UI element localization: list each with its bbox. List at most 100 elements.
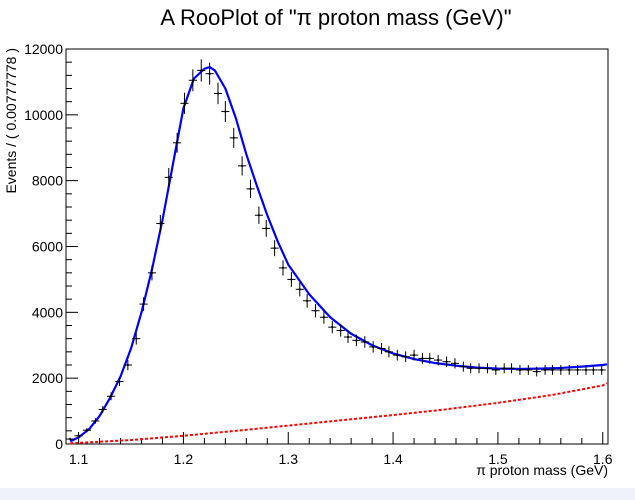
data-point bbox=[377, 342, 386, 355]
data-point bbox=[319, 310, 328, 324]
data-point-marker bbox=[77, 434, 80, 437]
data-point-marker bbox=[118, 380, 121, 383]
data-point-marker bbox=[568, 368, 571, 372]
data-point-marker bbox=[543, 368, 547, 372]
data-point bbox=[425, 353, 434, 364]
data-point bbox=[500, 363, 509, 374]
data-point-marker bbox=[396, 354, 399, 357]
data-point-marker bbox=[159, 222, 162, 225]
data-point-marker bbox=[191, 79, 194, 82]
data-point-marker bbox=[241, 164, 244, 167]
data-point-marker bbox=[592, 368, 595, 372]
data-point bbox=[393, 349, 402, 361]
data-point bbox=[295, 282, 304, 297]
data-point bbox=[246, 179, 255, 199]
y-tick-label: 8000 bbox=[32, 173, 63, 189]
data-point-marker bbox=[126, 363, 129, 367]
data-point bbox=[278, 260, 288, 276]
data-point bbox=[180, 92, 189, 114]
data-point-marker bbox=[322, 316, 325, 319]
data-point-marker bbox=[412, 354, 416, 357]
data-point-marker bbox=[216, 92, 220, 95]
data-point-marker bbox=[101, 408, 104, 411]
chart-title: A RooPlot of "π proton mass (GeV)" bbox=[160, 5, 511, 30]
data-point-marker bbox=[208, 72, 211, 75]
data-point bbox=[597, 365, 606, 375]
x-tick-label: 1.6 bbox=[593, 451, 613, 467]
data-point bbox=[442, 356, 451, 367]
data-point-marker bbox=[486, 367, 489, 370]
data-point bbox=[147, 265, 157, 281]
x-tick-label: 1.2 bbox=[174, 451, 194, 467]
data-point bbox=[188, 69, 197, 92]
data-point bbox=[107, 392, 116, 401]
data-point-marker bbox=[69, 437, 72, 441]
data-point-marker bbox=[167, 176, 170, 179]
data-point-marker bbox=[387, 350, 390, 353]
data-point bbox=[132, 332, 141, 345]
data-point bbox=[589, 365, 598, 375]
x-tick-label: 1.5 bbox=[488, 451, 508, 467]
data-point-marker bbox=[249, 187, 252, 190]
data-point-marker bbox=[265, 227, 268, 230]
x-tick-label: 1.1 bbox=[69, 451, 89, 467]
data-point-marker bbox=[469, 367, 472, 370]
data-point-marker bbox=[281, 266, 285, 269]
data-point bbox=[173, 132, 182, 153]
data-point bbox=[450, 358, 460, 369]
data-point-marker bbox=[503, 367, 506, 370]
data-point-marker bbox=[551, 368, 554, 372]
data-point-marker bbox=[331, 326, 334, 329]
data-point-marker bbox=[290, 278, 293, 281]
data-point bbox=[352, 334, 361, 347]
data-point bbox=[123, 359, 132, 371]
data-point-marker bbox=[494, 368, 497, 372]
data-point bbox=[270, 240, 279, 257]
data-point-marker bbox=[355, 339, 358, 342]
y-tick-label: 2000 bbox=[32, 370, 63, 386]
data-point bbox=[573, 365, 582, 375]
data-point-marker bbox=[232, 136, 235, 139]
data-point bbox=[532, 366, 541, 377]
data-point bbox=[336, 324, 345, 337]
data-point bbox=[139, 297, 148, 311]
data-point-marker bbox=[559, 368, 562, 372]
data-point-marker bbox=[346, 335, 350, 339]
data-point bbox=[360, 336, 369, 348]
x-axis-label: π proton mass (GeV) bbox=[476, 462, 608, 478]
data-point-marker bbox=[176, 141, 179, 144]
data-point-marker bbox=[183, 102, 186, 105]
data-point bbox=[115, 376, 124, 387]
data-point-marker bbox=[510, 367, 513, 370]
data-point bbox=[524, 365, 533, 375]
data-point-marker bbox=[314, 309, 317, 312]
data-point bbox=[303, 293, 312, 308]
data-point bbox=[156, 214, 165, 232]
y-tick-label: 12000 bbox=[24, 41, 63, 57]
data-point bbox=[434, 354, 443, 366]
data-point bbox=[507, 363, 516, 374]
data-point bbox=[82, 428, 92, 433]
data-point bbox=[74, 434, 83, 438]
data-point bbox=[515, 365, 525, 375]
data-point bbox=[164, 167, 173, 187]
x-tick-label: 1.4 bbox=[383, 451, 403, 467]
data-point-marker bbox=[200, 69, 203, 72]
data-point bbox=[98, 406, 107, 413]
data-point bbox=[581, 365, 591, 375]
data-point bbox=[384, 346, 393, 358]
data-point bbox=[221, 101, 230, 123]
background-fit-curve bbox=[70, 382, 608, 445]
data-point bbox=[229, 127, 238, 148]
data-point-marker bbox=[437, 358, 440, 362]
x-tick-label: 1.3 bbox=[279, 451, 299, 467]
data-point bbox=[197, 59, 206, 82]
data-point-marker bbox=[339, 329, 342, 332]
y-tick-label: 6000 bbox=[32, 239, 63, 255]
data-point-marker bbox=[421, 357, 424, 360]
data-point-marker bbox=[372, 345, 375, 348]
data-point bbox=[483, 363, 492, 374]
data-point-marker bbox=[224, 110, 227, 113]
data-point-marker bbox=[527, 368, 530, 372]
